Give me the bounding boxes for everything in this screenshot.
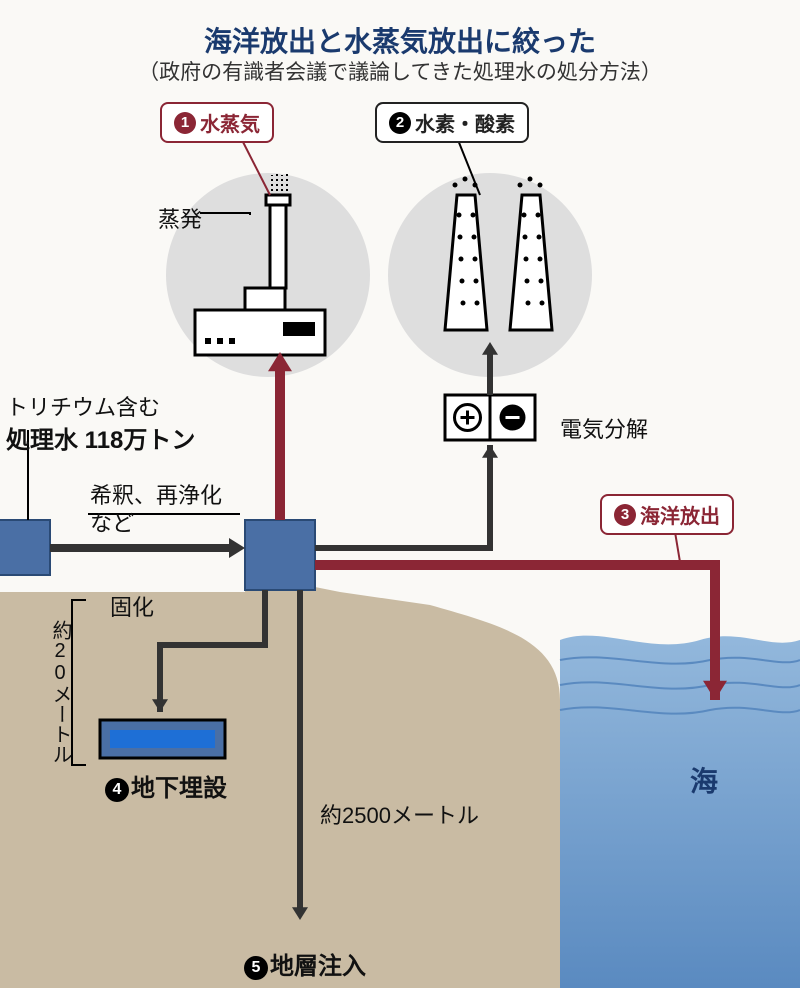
option-box-3: 3海洋放出	[600, 494, 734, 535]
node-burial_inner	[110, 730, 215, 748]
option-box-1: 1水蒸気	[160, 102, 274, 143]
label-solidify: 固化	[110, 590, 154, 622]
tower-dot-icon	[458, 235, 463, 240]
smokestack-cap-icon	[266, 195, 290, 205]
tower-dot-icon	[460, 279, 465, 284]
smokestack-icon	[270, 203, 286, 288]
tower-dot-icon	[473, 257, 478, 262]
label-dilute_l2: など	[90, 506, 134, 538]
option-number-icon: 1	[174, 112, 196, 134]
pointer-o3	[675, 532, 680, 562]
option-number-icon: 3	[614, 504, 636, 526]
tower-dot-icon	[474, 279, 479, 284]
tower-dot-icon	[525, 279, 530, 284]
option-label: 海洋放出	[640, 500, 720, 529]
plant-dot-icon	[217, 338, 223, 344]
emission-dot-icon	[518, 183, 523, 188]
option-inline-5: 5地層注入	[244, 946, 366, 981]
node-source	[0, 520, 50, 575]
tower-dot-icon	[536, 213, 541, 218]
tower-dot-icon	[457, 213, 462, 218]
option-inline-4: 4地下埋設	[105, 768, 227, 803]
label-sea: 海	[690, 760, 718, 800]
node-hub	[245, 520, 315, 590]
option-number-icon: 4	[105, 778, 129, 802]
arrowhead-icon	[482, 445, 498, 458]
plant-dot-icon	[229, 338, 235, 344]
label-depth20: 約20メートル	[46, 620, 75, 764]
tower-dot-icon	[472, 235, 477, 240]
label-depth2500: 約2500メートル	[320, 798, 479, 830]
ground-shape	[0, 587, 560, 988]
tower-dot-icon	[537, 235, 542, 240]
option-number-icon: 5	[244, 956, 268, 980]
option-label: 水蒸気	[200, 108, 260, 137]
diagram-subtitle: （政府の有識者会議で議論してきた処理水の処分方法）	[0, 56, 800, 86]
label-source_l1: トリチウム含む	[6, 390, 160, 422]
option-number-icon: 2	[389, 112, 411, 134]
tower-dot-icon	[539, 279, 544, 284]
tower-dot-icon	[538, 257, 543, 262]
option-label: 水素・酸素	[415, 108, 515, 137]
tower-dot-icon	[471, 213, 476, 218]
emission-dot-icon	[528, 177, 533, 182]
emission-dot-icon	[538, 183, 543, 188]
tower-dot-icon	[524, 257, 529, 262]
tower-dot-icon	[475, 301, 480, 306]
plant-dot-icon	[205, 338, 211, 344]
option-label: 地下埋設	[131, 775, 227, 802]
option-label: 地層注入	[270, 953, 366, 980]
tower-dot-icon	[523, 235, 528, 240]
label-evap: 蒸発	[158, 202, 202, 234]
tower-dot-icon	[522, 213, 527, 218]
arrowhead-icon	[229, 538, 245, 558]
tower-dot-icon	[461, 301, 466, 306]
tower-dot-icon	[459, 257, 464, 262]
label-electrolysis: 電気分解	[560, 412, 648, 444]
plant-window-icon	[283, 322, 315, 336]
tower-dot-icon	[540, 301, 545, 306]
option-box-2: 2水素・酸素	[375, 102, 529, 143]
arrow-hub_elec	[315, 445, 490, 548]
label-source_l2: 処理水 118万トン	[6, 420, 195, 455]
plant-upper-icon	[245, 288, 285, 310]
emission-dot-icon	[463, 177, 468, 182]
diagram-title: 海洋放出と水蒸気放出に絞った	[0, 20, 800, 60]
tower-dot-icon	[526, 301, 531, 306]
emission-dot-icon	[453, 183, 458, 188]
